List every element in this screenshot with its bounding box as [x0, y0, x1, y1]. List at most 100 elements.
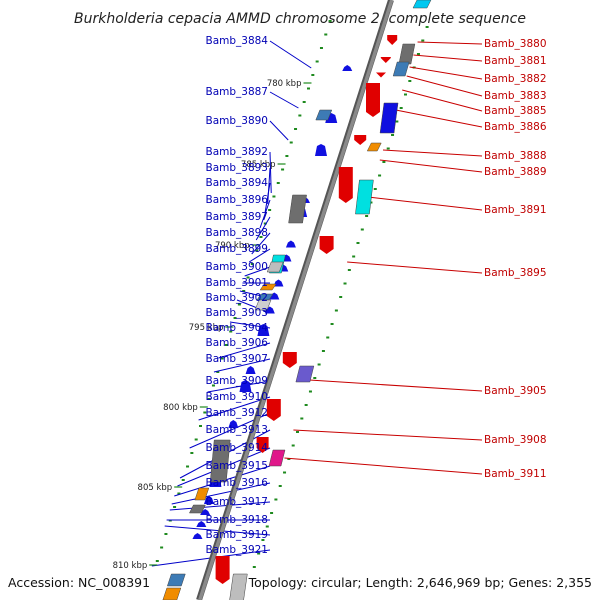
- leader-line-right: [367, 196, 483, 211]
- gene-label-left: Bamb_3916: [205, 477, 268, 489]
- leader-line-left: [267, 167, 271, 205]
- scale-dot-right: [352, 255, 356, 258]
- leader-line-right: [406, 75, 483, 97]
- gene-label-left: Bamb_3892: [205, 146, 268, 158]
- scale-dot-left: [155, 560, 159, 562]
- scale-dot-right: [365, 215, 369, 217]
- scale-dot-right: [270, 512, 274, 514]
- scale-dot-left: [328, 20, 332, 22]
- leader-line-right: [293, 429, 483, 441]
- scale-dot-left: [173, 506, 177, 508]
- gene-block: [412, 0, 432, 9]
- gene-label-right: Bamb_3880: [484, 38, 547, 50]
- scale-dot-right: [339, 296, 343, 298]
- scale-dot-left: [229, 330, 233, 333]
- gene-arrow: [245, 366, 256, 374]
- leader-line-left: [213, 358, 271, 373]
- scale-dot-right: [347, 269, 351, 271]
- gene-label-left: Bamb_3913: [205, 424, 268, 436]
- scale-dot-right: [404, 93, 407, 96]
- scale-dot-left: [220, 357, 224, 360]
- gene-arrow: [257, 324, 270, 336]
- gene-block: [229, 573, 248, 600]
- scale-dot-left: [199, 425, 202, 427]
- gene-arrow: [200, 509, 211, 515]
- scale-dot-left: [324, 33, 328, 36]
- gene-label-left: Bamb_3918: [205, 514, 268, 526]
- scale-dot-left: [272, 195, 276, 198]
- gene-arrow: [273, 279, 284, 287]
- gene-label-right: Bamb_3882: [484, 73, 547, 85]
- gene-label-left: Bamb_3893: [205, 162, 268, 174]
- scale-dot-right: [300, 417, 304, 420]
- scale-dot-left: [298, 114, 302, 117]
- scale-label: 780 kbp: [267, 79, 302, 89]
- scale-dot-left: [186, 465, 190, 468]
- scale-dot-left: [160, 546, 164, 549]
- scale-dot-right: [283, 471, 287, 474]
- scale-label: 810 kbp: [113, 561, 148, 571]
- scale-dot-right: [287, 458, 291, 460]
- gene-block: [162, 587, 182, 600]
- leader-line-left: [251, 232, 271, 255]
- leader-line-right: [409, 66, 483, 80]
- gene-labels: Bamb_3884 Bamb_3887 Bamb_3890 Bamb_3892 Bamb…: [205, 35, 546, 556]
- gene-label-left: Bamb_3900: [205, 261, 268, 273]
- scale-dot-right: [378, 174, 382, 177]
- gene-label-right: Bamb_3895: [484, 267, 547, 279]
- scale-dot-left: [207, 398, 211, 400]
- backbone-line: [198, 0, 394, 600]
- leader-line-right: [402, 89, 483, 112]
- gene-block: [194, 487, 210, 501]
- leader-line-right: [347, 261, 483, 274]
- gene-arrow: [342, 65, 353, 71]
- scale-dot-left: [307, 87, 310, 90]
- gene-arrow: [266, 399, 281, 421]
- map-title: Burkholderia cepacia AMMD chromosome 2, …: [74, 11, 526, 27]
- gene-block: [366, 142, 382, 152]
- leader-line-left: [255, 216, 271, 241]
- scale-dot-right: [382, 161, 386, 163]
- gene-arrow: [366, 83, 380, 117]
- scale-dot-right: [391, 134, 395, 136]
- gene-label-right: Bamb_3905: [484, 385, 547, 397]
- leader-line-right: [382, 149, 483, 157]
- scale-dot-left: [281, 168, 285, 171]
- leader-line-right: [395, 109, 483, 128]
- gene-block: [288, 194, 307, 224]
- gene-block: [392, 61, 410, 77]
- scale-dot-right: [343, 282, 347, 285]
- gene-block: [398, 43, 416, 65]
- scale-dot-left: [294, 128, 298, 130]
- gene-arrow: [256, 437, 269, 453]
- gene-block: [209, 439, 231, 483]
- gene-label-left: Bamb_3912: [205, 407, 268, 419]
- leader-line-right: [309, 379, 483, 392]
- gene-label-right: Bamb_3891: [484, 204, 547, 216]
- scale-dot-left: [250, 263, 254, 265]
- scale-dot-right: [291, 444, 295, 447]
- gene-arrow: [196, 521, 207, 527]
- leader-line-right: [417, 41, 483, 45]
- leader-line-left: [171, 482, 271, 505]
- scale-dot-right: [399, 107, 403, 109]
- genome-summary-text: Topology: circular; Length: 2,646,969 bp…: [248, 575, 592, 590]
- scale-dot-right: [334, 309, 338, 312]
- scale-dot-right: [395, 120, 399, 123]
- scale-dots: [155, 20, 429, 568]
- gene-label-left: Bamb_3910: [205, 391, 268, 403]
- gene-label-left: Bamb_3887: [205, 86, 268, 98]
- scale-dot-left: [246, 276, 250, 279]
- scale-dot-left: [285, 155, 289, 157]
- scale-dot-left: [194, 438, 198, 441]
- gene-label-left: Bamb_3907: [205, 353, 268, 365]
- gene-arrow: [282, 352, 297, 368]
- leader-line-left: [269, 91, 299, 109]
- scale-dot-left: [177, 492, 181, 495]
- leader-line-left: [198, 396, 271, 421]
- scale-dot-right: [278, 485, 282, 487]
- scale-dot-right: [386, 147, 390, 150]
- gene-block: [379, 102, 399, 134]
- leader-line-right: [284, 457, 483, 475]
